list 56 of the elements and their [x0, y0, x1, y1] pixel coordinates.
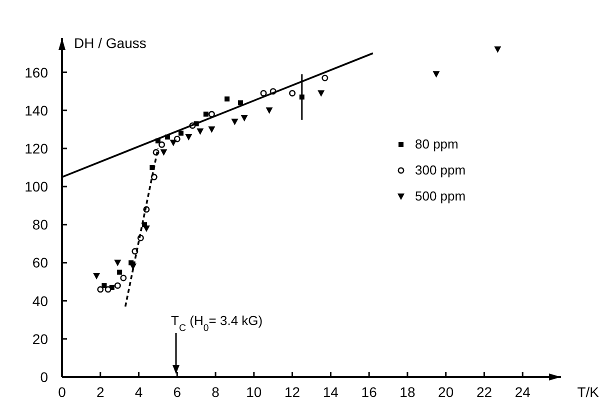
- y-tick-label: 20: [32, 330, 48, 347]
- y-tick-label: 60: [32, 254, 48, 271]
- point: [178, 130, 184, 136]
- point: [322, 74, 328, 82]
- y-tick-label: 140: [24, 102, 48, 118]
- x-tick-label: 24: [514, 384, 531, 400]
- x-tick-label: 18: [400, 384, 416, 400]
- point: [170, 140, 177, 146]
- y-tick-label: 40: [32, 292, 48, 309]
- point: [114, 282, 121, 289]
- point: [158, 141, 166, 148]
- point: [203, 112, 208, 117]
- point: [260, 90, 267, 96]
- point: [142, 225, 150, 232]
- point: [185, 134, 192, 141]
- point: [120, 274, 127, 282]
- y-tick-label: 80: [32, 216, 48, 233]
- x-tick-label: 6: [173, 384, 182, 400]
- x-tick-label: 2: [96, 384, 104, 400]
- y-tick-label: 0: [40, 369, 48, 385]
- point: [224, 96, 230, 102]
- annotation: T$_{C}$ (H$_{0}$= 3.4 kG): [171, 313, 263, 334]
- point: [432, 71, 440, 78]
- legend-label: 80 ppm: [415, 136, 458, 152]
- y-tick-label: 160: [24, 64, 48, 80]
- point: [196, 128, 204, 135]
- point: [240, 114, 248, 122]
- point: [114, 260, 122, 266]
- point: [266, 107, 273, 114]
- point: [208, 110, 215, 118]
- legend-label: 300 ppm: [415, 162, 466, 178]
- point: [117, 270, 122, 275]
- point: [289, 90, 296, 96]
- point: [299, 94, 304, 100]
- x-tick-label: 12: [284, 384, 300, 400]
- x-tick-label: 10: [246, 384, 262, 400]
- x-tick-label: 22: [476, 384, 492, 400]
- y-tick-label: 100: [24, 178, 48, 195]
- x-tick-label: 14: [322, 384, 339, 400]
- y-tick-label: 120: [24, 140, 48, 156]
- x-tick-label: 16: [361, 384, 378, 400]
- point: [160, 149, 168, 156]
- x-tick-label: 8: [212, 384, 220, 400]
- point: [104, 286, 112, 293]
- point: [97, 286, 104, 293]
- y-axis-title: DH / Gauss: [74, 35, 146, 51]
- x-tick-label: 20: [438, 384, 454, 400]
- point: [318, 90, 325, 97]
- point: [93, 273, 100, 280]
- point: [208, 126, 216, 133]
- x-tick-label: 4: [134, 384, 143, 400]
- legend-label: 500 ppm: [415, 188, 466, 204]
- x-axis-title: T/K: [577, 384, 600, 400]
- point: [231, 118, 238, 126]
- point: [494, 46, 502, 53]
- x-tick-label: 0: [58, 384, 66, 400]
